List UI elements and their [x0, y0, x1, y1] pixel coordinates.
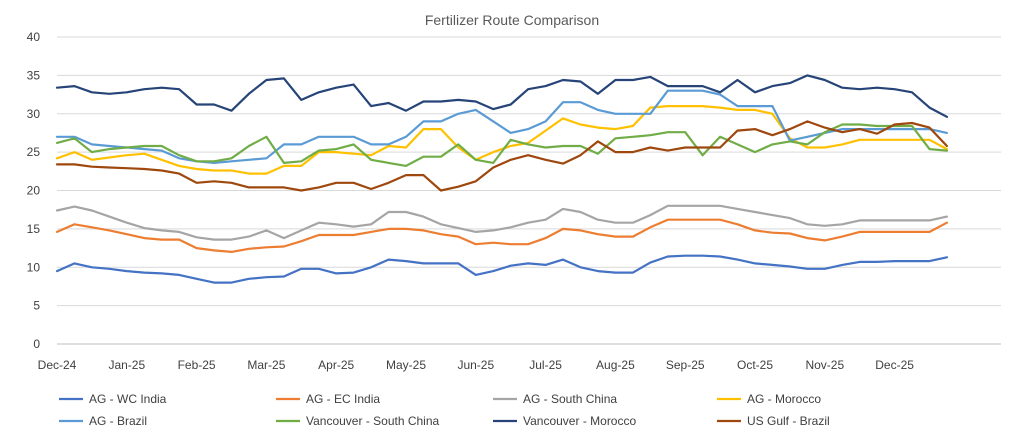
legend-item: AG - EC India	[276, 392, 380, 406]
legend-item: US Gulf - Brazil	[717, 414, 830, 428]
y-tick-label: 30	[27, 107, 41, 121]
x-tick-label: Apr-25	[318, 358, 354, 372]
x-tick-label: Oct-25	[737, 358, 773, 372]
x-tick-label: Feb-25	[178, 358, 216, 372]
x-tick-label: Sep-25	[666, 358, 705, 372]
x-tick-label: Dec-25	[875, 358, 914, 372]
y-tick-label: 20	[27, 184, 41, 198]
x-tick-label: Aug-25	[596, 358, 635, 372]
x-tick-label: Jun-25	[457, 358, 494, 372]
y-tick-label: 10	[27, 260, 41, 274]
x-tick-label: May-25	[386, 358, 426, 372]
legend-label: AG - WC India	[89, 392, 167, 406]
y-tick-label: 40	[27, 30, 41, 44]
series-line-vancouver-morocco	[55, 74, 949, 118]
legend-item: Vancouver - Morocco	[493, 414, 636, 428]
legend-label: Vancouver - South China	[306, 414, 440, 428]
legend-label: US Gulf - Brazil	[747, 414, 830, 428]
legend-item: Vancouver - South China	[276, 414, 440, 428]
series-line-ag-south-china	[55, 204, 949, 241]
legend-item: AG - South China	[493, 392, 617, 406]
x-tick-label: Dec-24	[38, 358, 77, 372]
x-tick-label: Jan-25	[108, 358, 145, 372]
y-tick-label: 35	[27, 68, 41, 82]
series-lines	[55, 74, 949, 284]
series-line-ag-ec-india	[55, 218, 949, 253]
legend-item: AG - Morocco	[717, 392, 821, 406]
legend-label: AG - Morocco	[747, 392, 821, 406]
legend-label: AG - South China	[523, 392, 617, 406]
legend-item: AG - Brazil	[59, 414, 147, 428]
y-tick-label: 0	[33, 337, 40, 351]
y-tick-label: 25	[27, 145, 41, 159]
legend-label: AG - EC India	[306, 392, 380, 406]
series-line-ag-wc-india	[55, 254, 949, 284]
y-tick-label: 15	[27, 222, 41, 236]
x-tick-label: Nov-25	[805, 358, 844, 372]
legend-label: Vancouver - Morocco	[523, 414, 636, 428]
legend-item: AG - WC India	[59, 392, 167, 406]
y-tick-label: 5	[33, 299, 40, 313]
chart-title: Fertilizer Route Comparison	[425, 12, 599, 28]
x-axis-ticks: Dec-24 Jan-25 Feb-25 Mar-25 Apr-25 May-25 Jun-…	[38, 358, 915, 372]
x-tick-label: Mar-25	[247, 358, 285, 372]
series-line-us-gulf-brazil	[55, 120, 949, 192]
grid-lines	[57, 36, 1001, 345]
legend: AG - WC India AG - EC India AG - South Chi…	[59, 392, 830, 428]
series-line-vancouver-south-china	[55, 123, 949, 167]
y-axis-ticks: 0 5 10 15 20 25 30 35 40	[27, 30, 41, 351]
legend-label: AG - Brazil	[89, 414, 147, 428]
x-tick-label: Jul-25	[529, 358, 562, 372]
